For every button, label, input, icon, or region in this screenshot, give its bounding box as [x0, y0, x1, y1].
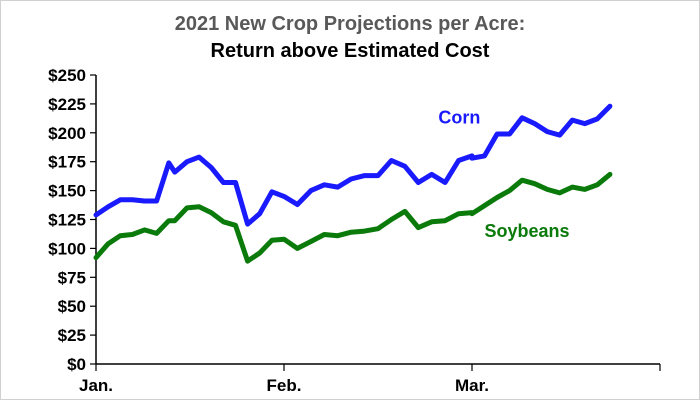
series-line-corn	[93, 103, 613, 227]
chart-title: 2021 New Crop Projections per Acre:	[174, 13, 526, 35]
series-line-soybeans	[93, 171, 613, 264]
y-tick-label: $75	[58, 268, 86, 287]
chart-subtitle: Return above Estimated Cost	[210, 40, 490, 62]
y-tick-label: $175	[48, 153, 86, 172]
y-tick-label: $100	[48, 239, 86, 258]
x-tick-label: Mar.	[455, 376, 489, 395]
y-tick-label: $50	[58, 297, 86, 316]
y-tick-label: $125	[48, 211, 86, 230]
y-tick-label: $250	[48, 66, 86, 85]
y-tick-label: $25	[58, 326, 86, 345]
y-tick-label: $225	[48, 95, 86, 114]
y-tick-label: $0	[67, 355, 86, 374]
series-label-corn: Corn	[438, 108, 480, 128]
y-tick-label: $150	[48, 182, 86, 201]
y-tick-label: $200	[48, 124, 86, 143]
series-label-soybeans: Soybeans	[485, 221, 570, 241]
x-tick-label: Jan.	[79, 376, 113, 395]
x-tick-label: Feb.	[267, 376, 302, 395]
